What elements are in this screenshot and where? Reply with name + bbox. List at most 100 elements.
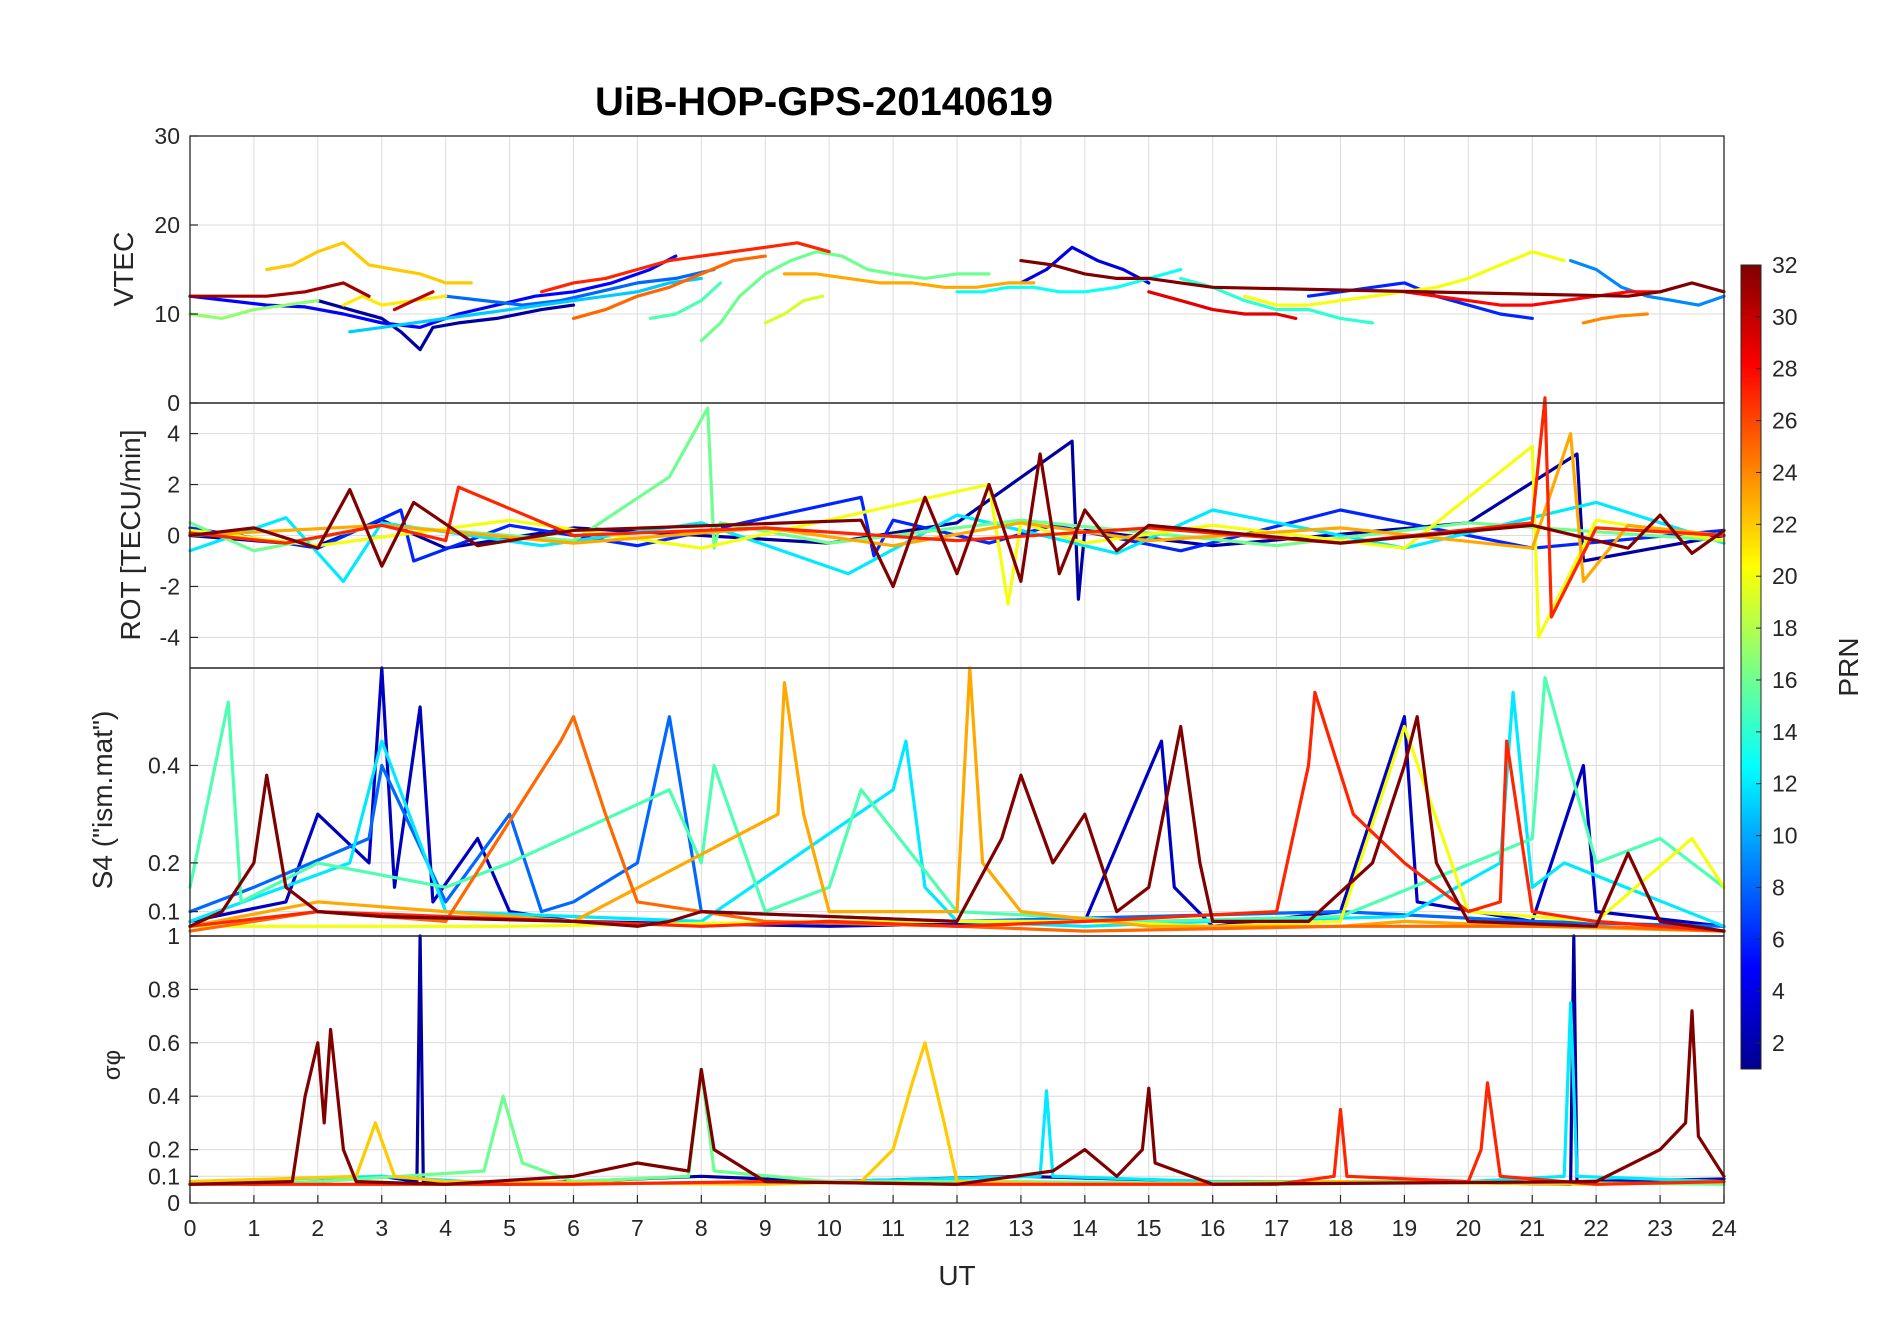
y-tick-label: -2 — [160, 573, 180, 599]
y-tick-label: 0.2 — [148, 1137, 180, 1163]
x-tick-label: 12 — [944, 1215, 970, 1241]
x-tick-label: 1 — [248, 1215, 261, 1241]
y-tick-label: 0.4 — [148, 1083, 180, 1109]
colorbar-tick-label: 20 — [1772, 563, 1798, 589]
colorbar-tick-label: 10 — [1772, 823, 1798, 849]
series-line-prn-32 — [188, 1009, 1726, 1186]
series-line-prn-8 — [444, 267, 716, 307]
colorbar-tick-label: 16 — [1772, 667, 1798, 693]
y-tick-label: -4 — [160, 624, 181, 650]
colorbar-tick-label: 14 — [1772, 719, 1798, 745]
series-line-prn-28 — [1402, 290, 1662, 307]
series-line-prn-4 — [1019, 245, 1151, 285]
series-line-prn-24 — [1581, 312, 1649, 325]
panel-rot: -4 -2 0 2 4 ROT [TECU/min] — [115, 396, 1726, 669]
series-line-prn-23 — [782, 272, 1036, 289]
series-line-prn-16 — [699, 250, 991, 343]
series-line-prn-31 — [188, 281, 371, 298]
x-tick-label: 17 — [1264, 1215, 1290, 1241]
colorbar-label: PRN — [1833, 637, 1864, 696]
series-line-prn-32 — [1019, 259, 1726, 298]
x-tick-label: 6 — [567, 1215, 580, 1241]
colorbar-tick-label: 30 — [1772, 304, 1798, 330]
panel-rot-traces — [188, 396, 1726, 640]
y-tick-label: 0.1 — [148, 899, 180, 925]
y-tick-label: 0.6 — [148, 1030, 180, 1056]
y-tick-label: 0.8 — [148, 976, 180, 1002]
x-tick-label: 9 — [759, 1215, 772, 1241]
x-tick-label: 24 — [1711, 1215, 1737, 1241]
panel-rot-ylabel: ROT [TECU/min] — [115, 429, 146, 640]
panel-s4-yticks: 0.1 0.2 0.4 — [148, 752, 198, 925]
x-tick-label: 2 — [311, 1215, 324, 1241]
y-tick-label: 2 — [167, 472, 180, 498]
series-line-prn-27 — [188, 690, 1726, 933]
panel-sigma-phi-ylabel: σφ — [99, 1050, 126, 1080]
series-line-prn-15 — [188, 676, 1726, 924]
x-tick-label: 20 — [1456, 1215, 1482, 1241]
series-line-prn-19 — [763, 294, 825, 325]
y-tick-label: 0.4 — [148, 752, 180, 778]
series-line-prn-32 — [188, 715, 1726, 933]
panel-s4: 0.1 0.2 0.4 S4 ("ism.mat") — [87, 666, 1726, 937]
series-line-prn-9 — [1568, 259, 1726, 307]
panel-s4-ylabel: S4 ("ism.mat") — [87, 711, 118, 890]
x-axis-ticks: 0 1 2 3 4 5 6 7 8 9 10 11 12 13 14 15 16 17 18 19 20 21 22 23 24 — [184, 1195, 1737, 1241]
x-tick-label: 7 — [631, 1215, 644, 1241]
y-tick-label: 0 — [167, 390, 180, 416]
colorbar-tick-label: 18 — [1772, 615, 1798, 641]
series-line-prn-30 — [392, 290, 435, 312]
series-line-prn-15 — [648, 281, 723, 320]
panel-s4-traces — [188, 666, 1726, 933]
y-tick-label: 20 — [154, 212, 180, 238]
series-line-prn-27 — [188, 1081, 1726, 1186]
y-tick-label: 4 — [167, 421, 180, 447]
x-tick-label: 3 — [375, 1215, 388, 1241]
series-line-prn-17 — [188, 299, 320, 320]
series-line-prn-21 — [341, 294, 448, 307]
y-tick-label: 10 — [154, 301, 180, 327]
x-tick-label: 21 — [1519, 1215, 1545, 1241]
colorbar-tick-label: 24 — [1772, 459, 1798, 485]
series-line-prn-27 — [539, 241, 831, 294]
colorbar-bar — [1740, 264, 1762, 1070]
series-line-prn-25 — [188, 715, 1726, 933]
panel-sigma-phi-traces — [188, 934, 1726, 1186]
colorbar-tick-label: 28 — [1772, 356, 1798, 382]
y-tick-label: 0.1 — [148, 1163, 180, 1189]
colorbar-tick-label: 8 — [1772, 874, 1785, 900]
y-tick-label: 0 — [167, 523, 180, 549]
series-line-prn-29 — [1147, 290, 1298, 320]
series-line-prn-25 — [571, 254, 767, 320]
panel-vtec-traces — [188, 241, 1726, 352]
y-tick-label: 1 — [167, 923, 180, 949]
y-tick-label: 0.2 — [148, 850, 180, 876]
panel-vtec: 0 10 20 30 VTEC — [108, 123, 1726, 416]
colorbar-tick-label: 22 — [1772, 511, 1798, 537]
series-line-prn-11 — [348, 276, 703, 334]
x-tick-label: 13 — [1008, 1215, 1034, 1241]
y-tick-label: 0 — [167, 1190, 180, 1216]
colorbar-tick-label: 6 — [1772, 926, 1785, 952]
series-line-prn-23 — [188, 432, 1726, 584]
x-tick-label: 15 — [1136, 1215, 1162, 1241]
colorbar-tick-label: 2 — [1772, 1030, 1785, 1056]
colorbar-tick-label: 32 — [1772, 252, 1798, 278]
colorbar-tick-label: 26 — [1772, 408, 1798, 434]
series-line-prn-3 — [188, 666, 1726, 928]
x-tick-label: 18 — [1328, 1215, 1354, 1241]
panel-sigma-phi: 00.10.2 0.4 0.6 0.8 1 σφ — [99, 923, 1726, 1216]
x-tick-label: 22 — [1583, 1215, 1609, 1241]
colorbar-tick-label: 12 — [1772, 771, 1798, 797]
x-tick-label: 19 — [1392, 1215, 1418, 1241]
series-line-prn-13 — [955, 267, 1183, 294]
panel-vtec-yticks: 0 10 20 30 — [154, 123, 198, 416]
x-tick-label: 11 — [881, 1215, 905, 1241]
series-line-prn-22 — [265, 241, 473, 285]
colorbar-tick-label: 4 — [1772, 978, 1785, 1004]
x-tick-label: 23 — [1647, 1215, 1673, 1241]
x-tick-label: 10 — [816, 1215, 842, 1241]
